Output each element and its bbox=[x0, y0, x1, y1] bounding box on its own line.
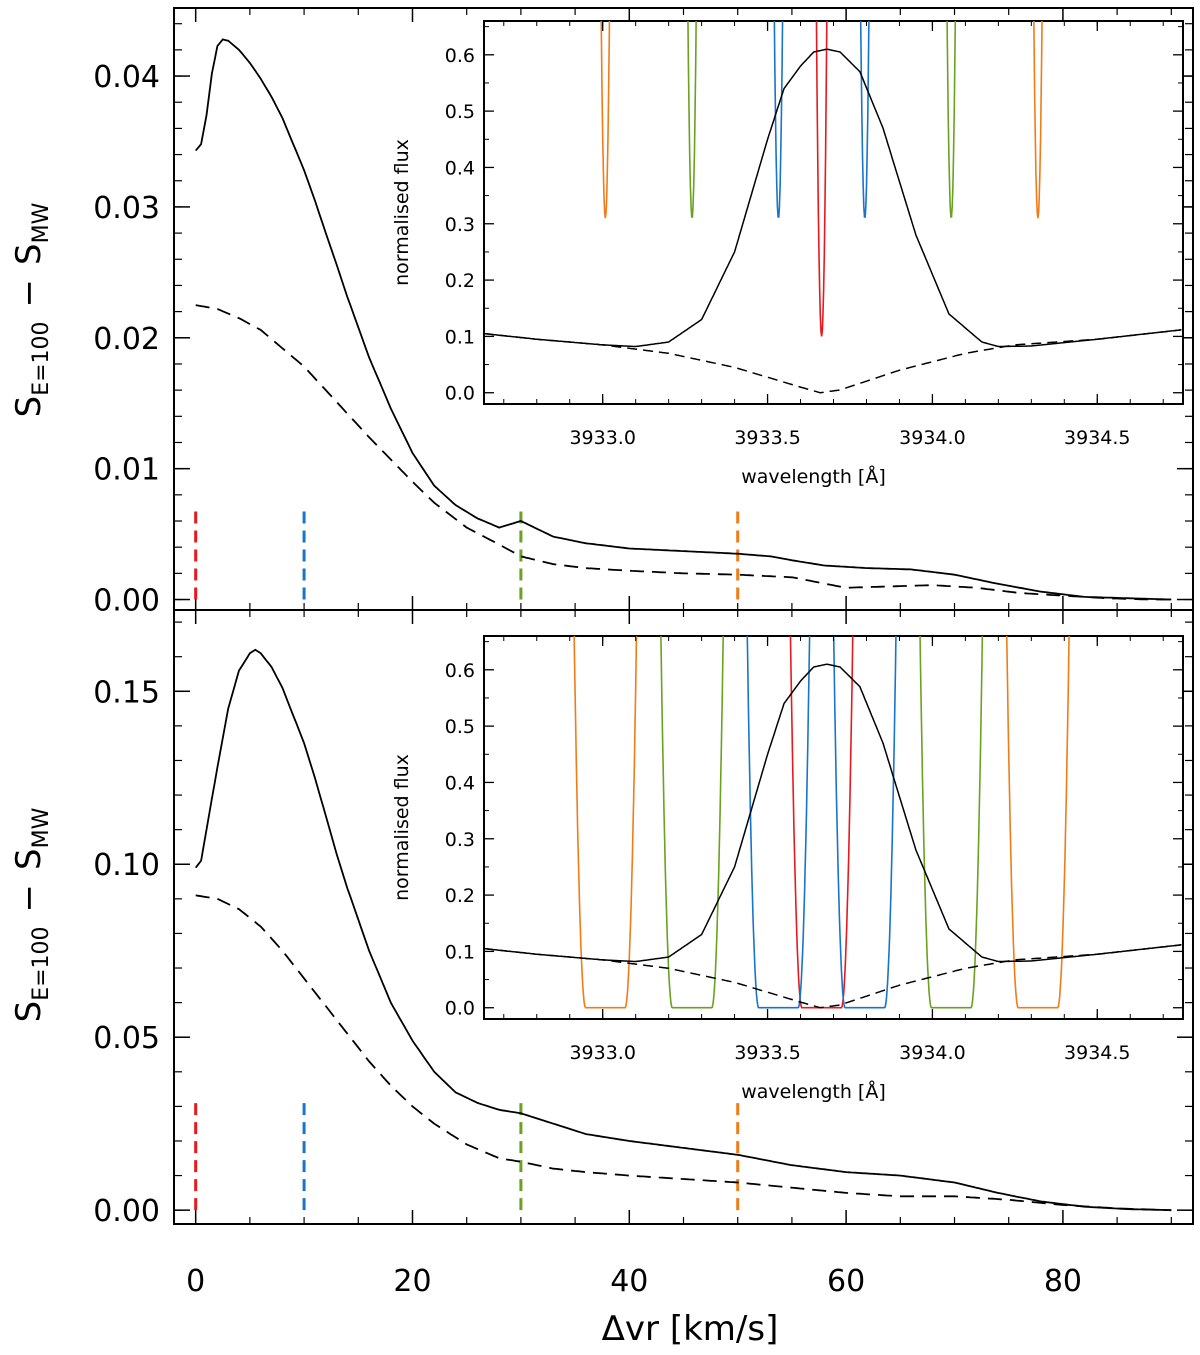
filter-orange-6 bbox=[1005, 636, 1070, 1009]
filter-green-4 bbox=[919, 636, 984, 1009]
filter-blue-1 bbox=[746, 636, 811, 1009]
y-tick-label-1: 0.01 bbox=[93, 453, 160, 488]
inset-y-tick-label-0: 0.0 bbox=[445, 998, 475, 1020]
bottom-ylabel-s2: S bbox=[9, 848, 49, 870]
inset-panel: 3933.0 3933.5 3934.0 3934.5 0.0 0.1 0.2 0.3 0.4 0… bbox=[391, 635, 1184, 1103]
y-tick-label-2: 0.02 bbox=[93, 322, 160, 357]
x-tick-label-80: 80 bbox=[1044, 1264, 1082, 1299]
inset-x-tick-label-3: 3934.5 bbox=[1064, 1042, 1130, 1064]
inset-y-tick-label-5: 0.5 bbox=[445, 716, 475, 738]
inset-frame bbox=[483, 20, 1184, 405]
inset-y-tick-label-6: 0.6 bbox=[445, 660, 475, 682]
inset-y-axis-label: normalised flux bbox=[391, 139, 413, 286]
inset-x-tick-label-0: 3933.0 bbox=[569, 1042, 635, 1064]
x-axis-label-unit: [km/s] bbox=[670, 1309, 779, 1349]
filter-green-3 bbox=[687, 21, 697, 218]
inset-x-tick-label-1: 3933.5 bbox=[734, 1042, 800, 1064]
x-tick-label-60: 60 bbox=[827, 1264, 865, 1299]
top-ylabel-mid: − bbox=[9, 279, 49, 308]
spectrum-solid bbox=[484, 48, 1182, 348]
inset-x-tick-label-0: 3933.0 bbox=[569, 427, 635, 449]
inset-y-tick-label-0: 0.0 bbox=[445, 383, 475, 405]
inset-y-tick-label-6: 0.6 bbox=[445, 45, 475, 67]
filter-red-0 bbox=[815, 21, 828, 337]
bottom-ylabel-s1: S bbox=[9, 1001, 49, 1023]
top-ylabel-sub2: MW bbox=[29, 202, 54, 243]
inset-panel: 3933.0 3933.5 3934.0 3934.5 0.0 0.1 0.2 0.3 0.4 0… bbox=[391, 20, 1184, 488]
inset-x-axis-label: wavelength [Å] bbox=[741, 465, 886, 488]
y-tick-label-3: 0.03 bbox=[93, 191, 160, 226]
filter-green-3 bbox=[660, 636, 725, 1009]
inset-y-tick-label-4: 0.4 bbox=[445, 772, 475, 794]
inset-y-tick-label-3: 0.3 bbox=[445, 214, 475, 236]
filter-orange-5 bbox=[600, 21, 611, 219]
x-axis-label-prefix: Δvr bbox=[602, 1309, 659, 1349]
bottom-ylabel-sub1: E=100 bbox=[29, 926, 54, 1000]
bottom-y-axis-label: SE=100−SMW bbox=[9, 807, 54, 1022]
filter-orange-6 bbox=[1033, 21, 1043, 219]
y-tick-label-2: 0.10 bbox=[93, 848, 160, 883]
y-tick-label-0: 0.00 bbox=[93, 584, 160, 619]
filter-blue-2 bbox=[832, 636, 897, 1009]
inset-x-tick-label-2: 3934.0 bbox=[899, 1042, 965, 1064]
inset-y-tick-label-2: 0.2 bbox=[445, 885, 475, 907]
inset-x-tick-label-1: 3933.5 bbox=[734, 427, 800, 449]
inset-plot-area bbox=[484, 636, 1182, 1009]
y-tick-label-1: 0.05 bbox=[93, 1021, 160, 1056]
x-axis-label: Δvr [km/s] bbox=[602, 1309, 779, 1349]
inset-frame bbox=[483, 635, 1184, 1020]
inset-y-axis-label: normalised flux bbox=[391, 754, 413, 901]
top-y-axis-label: SE=100−SMW bbox=[9, 202, 54, 417]
series-dashed bbox=[195, 894, 1172, 1212]
filter-blue-1 bbox=[773, 21, 784, 218]
y-tick-label-0: 0.00 bbox=[93, 1194, 160, 1229]
inset-y-tick-label-4: 0.4 bbox=[445, 157, 475, 179]
series-solid bbox=[195, 38, 1172, 601]
spectrum-solid bbox=[484, 663, 1182, 963]
filter-orange-5 bbox=[573, 636, 638, 1009]
x-tick-label-40: 40 bbox=[610, 1264, 648, 1299]
filter-blue-2 bbox=[859, 21, 870, 218]
x-tick-label-0: 0 bbox=[186, 1264, 205, 1299]
inset-y-tick-label-1: 0.1 bbox=[445, 326, 475, 348]
top-ylabel-s2: S bbox=[9, 243, 49, 265]
series-solid bbox=[194, 648, 1172, 1212]
y-tick-label-4: 0.04 bbox=[93, 60, 160, 95]
top-ylabel-sub1: E=100 bbox=[29, 321, 54, 395]
inset-y-tick-label-3: 0.3 bbox=[445, 829, 475, 851]
y-tick-label-3: 0.15 bbox=[93, 675, 160, 710]
inset-x-tick-label-3: 3934.5 bbox=[1064, 427, 1130, 449]
inset-y-tick-label-2: 0.2 bbox=[445, 270, 475, 292]
filter-green-4 bbox=[946, 21, 957, 218]
inset-x-axis-label: wavelength [Å] bbox=[741, 1080, 886, 1103]
inset-x-tick-label-2: 3934.0 bbox=[899, 427, 965, 449]
inset-y-tick-label-5: 0.5 bbox=[445, 101, 475, 123]
bottom-ylabel-sub2: MW bbox=[29, 807, 54, 848]
inset-y-tick-label-1: 0.1 bbox=[445, 941, 475, 963]
x-tick-label-20: 20 bbox=[393, 1264, 431, 1299]
inset-plot-area bbox=[484, 21, 1182, 394]
top-ylabel-s1: S bbox=[9, 396, 49, 418]
series-dashed bbox=[195, 304, 1172, 601]
bottom-ylabel-mid: − bbox=[9, 884, 49, 913]
